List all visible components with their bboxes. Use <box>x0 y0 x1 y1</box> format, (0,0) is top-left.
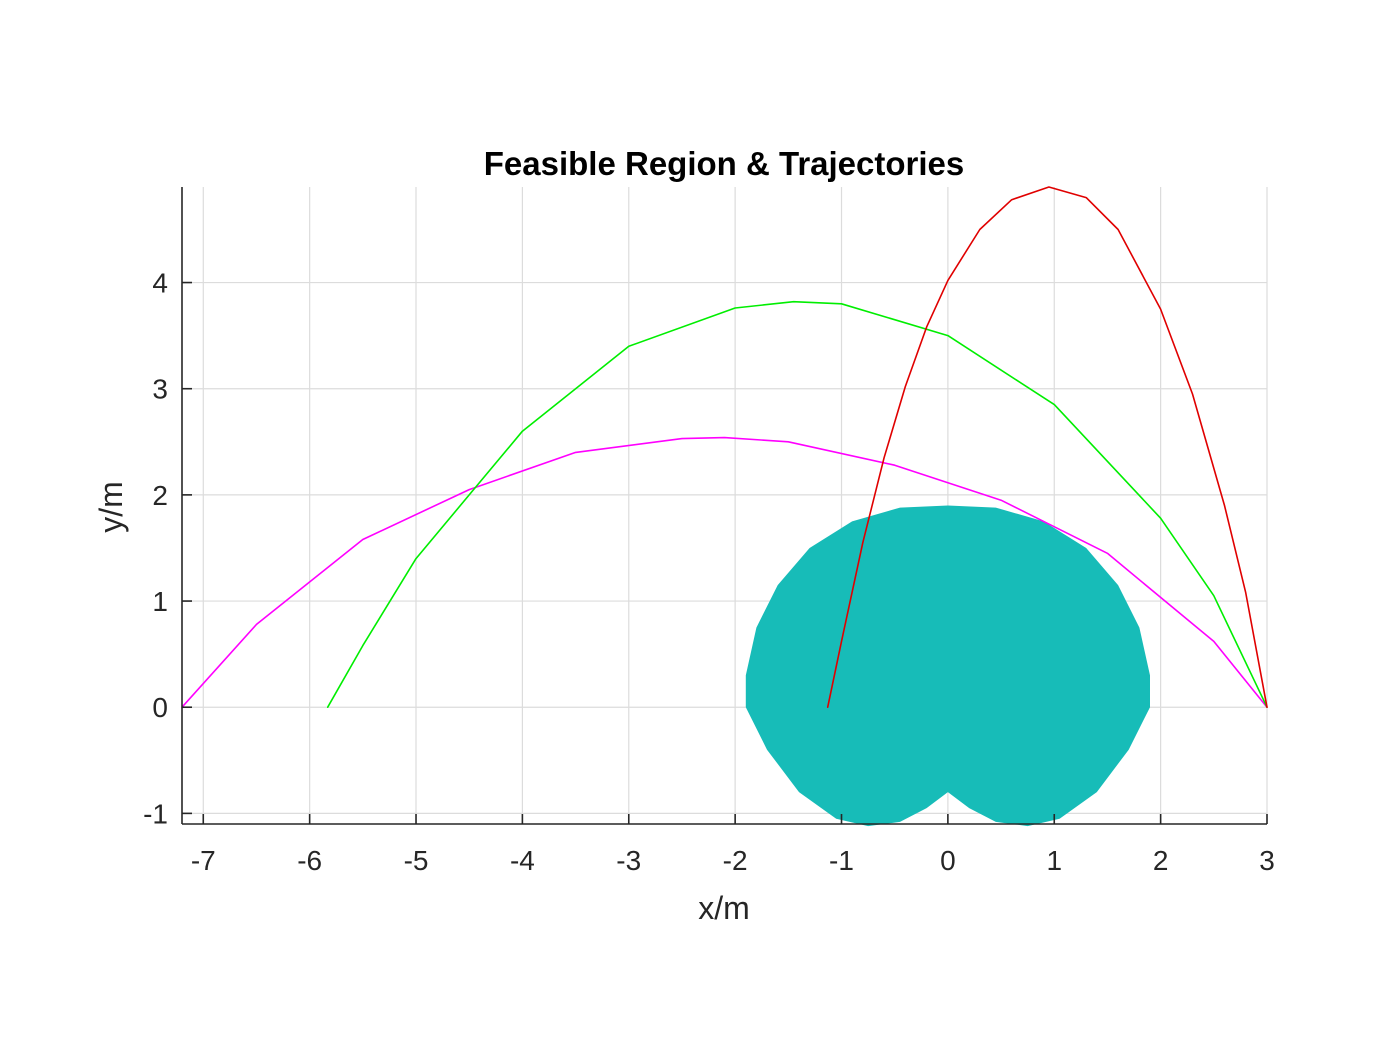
trajectory-line-3 <box>826 186 1268 708</box>
x-tick-label: 2 <box>1153 845 1169 876</box>
y-tick-label: 0 <box>152 692 168 723</box>
trajectory-series-layer <box>181 186 1268 708</box>
y-tick-label: 4 <box>152 268 168 299</box>
x-tick-label: -2 <box>723 845 748 876</box>
chart-title: Feasible Region & Trajectories <box>484 145 965 182</box>
x-axis-label: x/m <box>698 890 750 926</box>
x-tick-label: -3 <box>616 845 641 876</box>
x-tick-label: -4 <box>510 845 535 876</box>
feasible-region <box>745 505 1150 827</box>
axes <box>181 187 1268 825</box>
trajectory-line-2 <box>326 300 1268 708</box>
feasible-region-layer <box>745 505 1150 827</box>
x-tick-label: -6 <box>297 845 322 876</box>
y-axis-label: y/m <box>93 481 129 533</box>
x-tick-label: -1 <box>829 845 854 876</box>
x-tick-label: -7 <box>191 845 216 876</box>
y-tick-label: -1 <box>143 798 168 829</box>
y-tick-label: 2 <box>152 480 168 511</box>
trajectory-line-1 <box>181 436 1268 708</box>
x-tick-label: 3 <box>1259 845 1275 876</box>
tick-labels: -7 -6 -5 -4 -3 -2 -1 0 1 2 3 -1 0 1 2 3 4 <box>143 268 1275 876</box>
x-tick-label: 1 <box>1046 845 1062 876</box>
y-tick-label: 3 <box>152 374 168 405</box>
x-tick-label: 0 <box>940 845 956 876</box>
y-tick-label: 1 <box>152 586 168 617</box>
x-tick-label: -5 <box>404 845 429 876</box>
